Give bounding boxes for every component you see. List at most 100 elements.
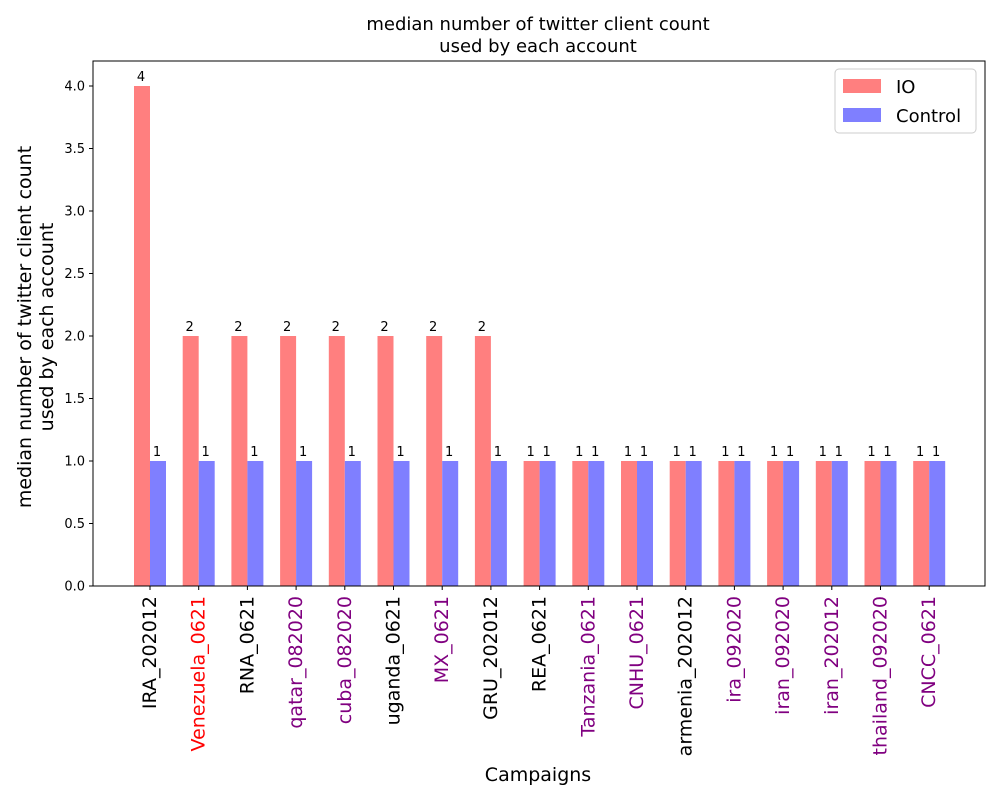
legend-swatch-io	[843, 79, 881, 93]
bar-value-label: 1	[348, 445, 356, 460]
y-tick-label: 1.0	[64, 455, 85, 470]
bar-value-label: 1	[673, 445, 681, 460]
bars	[134, 86, 946, 586]
bar-io-iran-202012	[815, 461, 832, 586]
bar-value-label: 1	[494, 445, 502, 460]
y-tick-label: 1.5	[64, 392, 85, 407]
bar-io-mx-0621	[426, 336, 443, 586]
bar-value-label: 1	[737, 445, 745, 460]
x-tick-label: iran_092020	[772, 596, 794, 715]
x-tick-label: thailand_092020	[870, 596, 892, 755]
y-tick-label: 2.5	[64, 267, 85, 282]
x-tick-label: iran_202012	[821, 596, 843, 715]
bar-value-label: 1	[575, 445, 583, 460]
bar-control-ira-092020	[734, 461, 751, 586]
chart-title-line-1: median number of twitter client count	[366, 14, 709, 35]
y-axis-label: median number of twitter client count us…	[14, 146, 58, 508]
x-tick-label: REA_0621	[529, 596, 551, 692]
bar-io-gru-202012	[474, 336, 491, 586]
bar-value-label: 1	[624, 445, 632, 460]
bar-value-label: 2	[186, 320, 194, 335]
bar-value-label: 1	[250, 445, 258, 460]
bar-io-ira-092020	[718, 461, 735, 586]
bar-control-gru-202012	[490, 461, 507, 586]
plot-area-frame	[92, 60, 986, 587]
bar-io-cnhu-0621	[621, 461, 637, 586]
legend-swatch-control	[843, 108, 881, 122]
bar-value-label: 1	[721, 445, 729, 460]
bar-value-label: 1	[299, 445, 307, 460]
chart-title: median number of twitter client count us…	[366, 14, 709, 57]
bar-io-uganda-0621	[377, 336, 394, 586]
bar-control-thailand-092020	[880, 461, 897, 586]
x-tick-label: IRA_202012	[139, 596, 161, 709]
bar-io-qatar-082020	[280, 336, 297, 586]
bar-value-label: 1	[526, 445, 534, 460]
bar-value-label: 1	[591, 445, 599, 460]
bar-value-label: 2	[429, 320, 437, 335]
bar-io-cncc-0621	[913, 461, 930, 586]
bar-value-label: 1	[153, 445, 161, 460]
bar-control-rea-0621	[539, 461, 556, 586]
bar-io-rea-0621	[523, 461, 540, 586]
bar-value-label: 1	[916, 445, 924, 460]
bar-io-ira-202012	[134, 86, 150, 586]
bar-io-armenia-202012	[669, 461, 686, 586]
bar-value-label: 1	[202, 445, 210, 460]
bar-control-cuba-082020	[344, 461, 361, 586]
y-axis-label-line-2: used by each account	[36, 223, 58, 432]
y-tick-label: 0.0	[64, 580, 85, 595]
bar-control-iran-202012	[831, 461, 848, 586]
bar-value-label: 1	[396, 445, 404, 460]
bar-value-label: 1	[786, 445, 794, 460]
bar-control-qatar-082020	[296, 461, 313, 586]
bar-control-rna-0621	[247, 461, 264, 586]
bar-io-venezuela-0621	[182, 336, 199, 586]
bar-control-uganda-0621	[393, 461, 410, 586]
bar-io-tanzania-0621	[572, 461, 589, 586]
x-tick-label: cuba_082020	[334, 596, 356, 724]
y-axis-label-line-1: median number of twitter client count	[14, 146, 36, 508]
bar-value-label: 1	[867, 445, 875, 460]
bar-value-label: 1	[770, 445, 778, 460]
bar-value-label: 2	[234, 320, 242, 335]
x-tick-label: CNHU_0621	[626, 596, 648, 710]
bar-control-ira-202012	[150, 461, 166, 586]
bar-control-armenia-202012	[685, 461, 702, 586]
x-tick-label: MX_0621	[431, 596, 453, 683]
y-tick-label: 0.5	[64, 517, 85, 532]
y-tick-label: 2.0	[64, 330, 85, 345]
bar-value-label: 1	[445, 445, 453, 460]
bar-control-venezuela-0621	[198, 461, 215, 586]
x-tick-label: uganda_0621	[383, 596, 405, 725]
x-axis-label: Campaigns	[485, 764, 591, 786]
y-tick-label: 3.0	[64, 205, 85, 220]
x-tick-label: ira_092020	[723, 596, 745, 703]
bar-control-iran-092020	[783, 461, 800, 586]
legend-label-control: Control	[896, 106, 961, 127]
bar-value-label: 1	[835, 445, 843, 460]
x-axis-ticks: IRA_202012 Venezuela_0621 RNA_0621 qatar_08…	[139, 586, 940, 756]
x-tick-label: RNA_0621	[236, 596, 258, 694]
bar-value-label: 4	[137, 70, 145, 85]
bar-io-iran-092020	[767, 461, 784, 586]
x-tick-label: GRU_202012	[480, 596, 502, 720]
legend-label-io: IO	[896, 77, 915, 98]
x-tick-label: Tanzania_0621	[577, 596, 599, 738]
bar-value-label: 1	[883, 445, 891, 460]
y-tick-label: 4.0	[64, 80, 85, 95]
bar-value-label: 1	[819, 445, 827, 460]
bar-value-label: 1	[542, 445, 550, 460]
x-tick-label: CNCC_0621	[918, 596, 940, 708]
bar-control-cncc-0621	[929, 461, 946, 586]
bar-control-tanzania-0621	[588, 461, 605, 586]
bar-value-label: 1	[689, 445, 697, 460]
bar-value-label: 2	[283, 320, 291, 335]
bar-value-label: 2	[332, 320, 340, 335]
chart-title-line-2: used by each account	[439, 36, 637, 57]
bar-value-label: 2	[478, 320, 486, 335]
bar-io-cuba-082020	[328, 336, 345, 586]
y-tick-label: 3.5	[64, 142, 85, 157]
